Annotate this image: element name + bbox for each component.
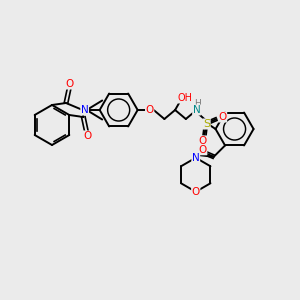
Text: O: O	[66, 79, 74, 89]
Text: O: O	[198, 136, 207, 146]
Text: O: O	[218, 112, 227, 122]
Text: S: S	[203, 119, 210, 129]
Text: H: H	[194, 100, 201, 109]
Text: O: O	[83, 131, 92, 141]
Text: N: N	[193, 105, 200, 115]
Text: O: O	[146, 105, 154, 115]
Text: N: N	[192, 153, 200, 163]
Text: O: O	[192, 187, 200, 197]
Text: N: N	[81, 105, 88, 115]
Text: O: O	[199, 145, 207, 155]
Text: OH: OH	[178, 93, 193, 103]
